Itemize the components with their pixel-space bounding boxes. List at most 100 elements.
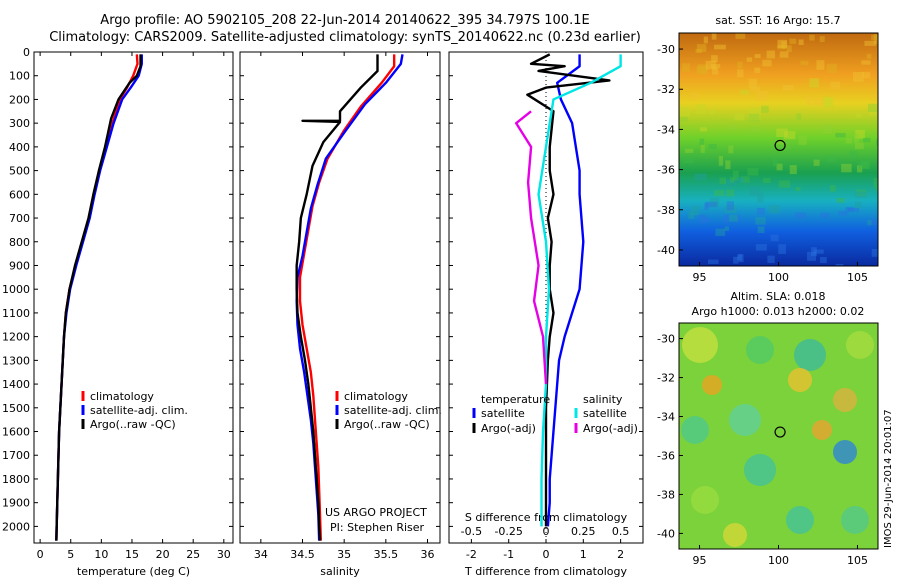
map-y-tick-label: -32 [657, 83, 675, 96]
y-tick-label: 600 [9, 188, 30, 201]
sst-pixel [749, 127, 761, 133]
sst-pixel [699, 127, 707, 132]
sst-pixel [705, 201, 718, 208]
sst-pixel [869, 108, 878, 116]
x-axis-label: T difference from climatology [464, 565, 627, 578]
sst-pixel [813, 159, 820, 166]
x-tick-label-T: 2 [617, 548, 624, 561]
sst-pixel [713, 190, 725, 197]
sla-anomaly-blob [746, 336, 774, 364]
sst-pixel [812, 98, 825, 106]
temperature-panel: 0100200300400500600700800900100011001200… [2, 46, 234, 578]
sst-pixel [789, 165, 797, 175]
sla-anomaly-blob [702, 375, 722, 395]
sst-pixel [746, 57, 753, 62]
sst-pixel [749, 113, 760, 122]
sst-pixel [737, 61, 743, 69]
y-tick-label: 200 [9, 93, 30, 106]
sst-pixel [726, 201, 734, 211]
x-tick-label-S: 0.25 [571, 525, 596, 538]
sla-anomaly-blob [681, 416, 709, 444]
sst-pixel [766, 50, 776, 59]
sst-pixel [704, 202, 709, 210]
map-x-tick-label: 105 [847, 271, 868, 284]
sst-pixel [807, 251, 817, 261]
sst-pixel [795, 186, 801, 191]
map-x-tick-label: 95 [693, 271, 707, 284]
sst-pixel [697, 64, 708, 74]
sst-pixel [736, 177, 745, 184]
sst-pixel [776, 163, 783, 171]
sst-pixel [691, 205, 700, 216]
sst-pixel [826, 63, 837, 73]
sst-pixel [725, 160, 731, 170]
x-tick-label: 5 [67, 548, 74, 561]
sst-pixel [737, 69, 744, 78]
y-tick-label: 0 [23, 46, 30, 59]
sst-pixel [740, 89, 750, 95]
sst-pixel [778, 244, 786, 254]
y-tick-label: 800 [9, 236, 30, 249]
sst-pixel [772, 157, 778, 167]
sla-anomaly-blob [729, 404, 761, 436]
map-y-tick-label: -36 [657, 164, 675, 177]
sst-pixel [756, 91, 768, 101]
x-tick-label: 34.5 [290, 548, 315, 561]
sla-anomaly-blob [788, 368, 812, 392]
sst-pixel [867, 220, 872, 226]
sst-pixel [735, 215, 741, 223]
sst-pixel [871, 248, 878, 257]
x-axis-label: salinity [320, 565, 360, 578]
y-tick-label: 1200 [2, 331, 30, 344]
series-line-temperature-argo-adj- [526, 53, 611, 527]
sst-pixel [786, 45, 792, 53]
sla-anomaly-blob [833, 440, 857, 464]
sla-map-ticks: 95 100 105 -30 -32 -34 -36 -38 -40 [657, 333, 868, 567]
difference-panel: -2 -1 0 1 2 -0.5 -0.25 0 0.25 0.5 T difference fro… [448, 51, 644, 578]
sst-pixel [822, 125, 833, 134]
x-tick-label: 36 [421, 548, 435, 561]
sst-pixel [755, 244, 767, 251]
sst-pixel [756, 207, 765, 215]
sst-pixel [763, 178, 771, 184]
y-tick-label: 1600 [2, 426, 30, 439]
sla-anomaly-blob [691, 486, 719, 514]
sst-pixel [877, 36, 878, 44]
sst-pixel [749, 107, 761, 116]
sst-pixel [849, 150, 857, 159]
y-tick-label: 100 [9, 70, 30, 83]
sst-pixel [723, 214, 730, 224]
sla-map-title-1: Altim. SLA: 0.018 [730, 290, 825, 303]
sst-pixel [835, 132, 846, 138]
x-tick-label-T: 1 [580, 548, 587, 561]
sst-pixel [824, 97, 834, 108]
sst-pixel [782, 85, 794, 91]
y-tick-label: 1400 [2, 378, 30, 391]
y-tick-label: 1800 [2, 473, 30, 486]
sst-pixel [798, 39, 804, 46]
x-tick-label-S: 0 [543, 525, 550, 538]
map-y-tick-label: -32 [657, 372, 675, 385]
y-tick-label: 900 [9, 259, 30, 272]
sst-pixel [775, 139, 785, 145]
sst-pixel [871, 219, 878, 225]
sst-pixel [695, 48, 702, 54]
sst-pixel [835, 263, 844, 266]
sst-pixel [719, 177, 727, 185]
map-y-tick-label: -34 [657, 411, 675, 424]
sst-pixel [735, 33, 746, 39]
sst-pixel [876, 186, 878, 192]
sst-pixel [768, 205, 781, 214]
x-tick-label: 25 [186, 548, 200, 561]
y-tick-label: 1900 [2, 497, 30, 510]
sst-pixel [806, 95, 811, 105]
sst-map-title: sat. SST: 16 Argo: 15.7 [715, 14, 840, 27]
sst-pixel [873, 178, 878, 188]
header-line1: Argo profile: AO 5902105_208 22-Jun-2014… [100, 13, 589, 28]
map-y-tick-label: -40 [657, 527, 675, 540]
legend-label: climatology [90, 390, 154, 403]
series-line-argo-raw-qc- [55, 54, 142, 541]
legend-label: satellite-adj. clim. [344, 404, 442, 417]
sla-anomaly-blob [682, 327, 718, 363]
sst-pixel [738, 254, 744, 263]
